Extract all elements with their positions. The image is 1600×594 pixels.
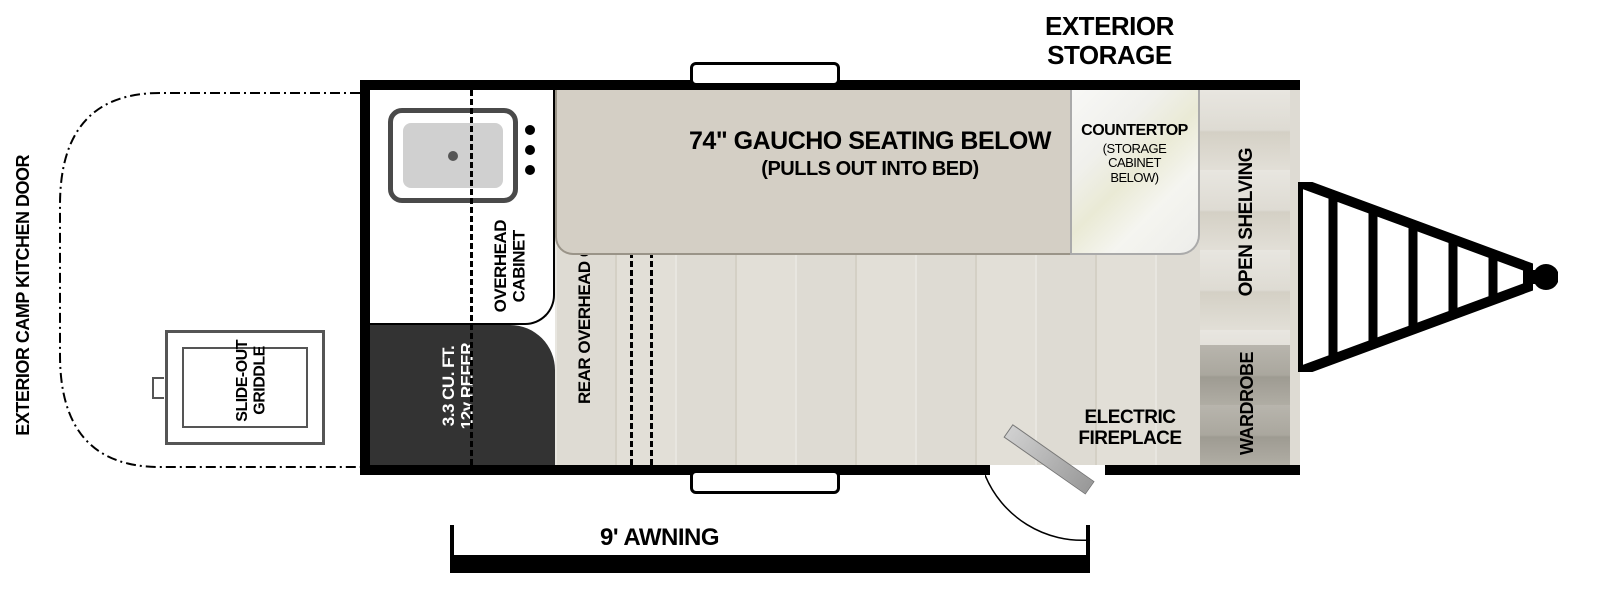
- open-shelving-label: OPEN SHELVING: [1237, 148, 1258, 296]
- fireplace-label: ELECTRIC FIREPLACE: [1070, 408, 1190, 450]
- faucet-icon: [525, 125, 535, 180]
- awning-label: 9' AWNING: [600, 525, 719, 551]
- window-bottom: [690, 470, 840, 494]
- countertop-title: COUNTERTOP: [1077, 122, 1192, 140]
- countertop-subtitle: (STORAGE CABINET BELOW): [1077, 142, 1192, 185]
- overhead-cabinet-label: OVERHEAD CABINET: [492, 220, 529, 312]
- window-top: [690, 62, 840, 86]
- awning-bar: [450, 555, 1090, 573]
- exterior-storage-label: EXTERIOR STORAGE: [1045, 12, 1174, 69]
- wardrobe-label: WARDROBE: [1238, 352, 1258, 455]
- gaucho-title: 74" GAUCHO SEATING BELOW: [670, 128, 1070, 156]
- sink-icon: [388, 108, 518, 203]
- sink-drain-icon: [448, 151, 458, 161]
- sink-basin: [403, 123, 503, 188]
- exterior-kitchen-door-label: EXTERIOR CAMP KITCHEN DOOR: [14, 155, 34, 436]
- griddle-label: SLIDE-OUT GRIDDLE: [234, 340, 269, 422]
- griddle-handle-icon: [152, 377, 164, 399]
- trailer-body: 3.3 CU. FT. 12v REFER OVERHEAD CABINET R…: [360, 80, 1300, 475]
- hitch-icon: [1298, 182, 1558, 372]
- gaucho-subtitle: (PULLS OUT INTO BED): [670, 158, 1070, 180]
- refrigerator: 3.3 CU. FT. 12v REFER: [370, 325, 555, 465]
- divider-1: [470, 90, 473, 465]
